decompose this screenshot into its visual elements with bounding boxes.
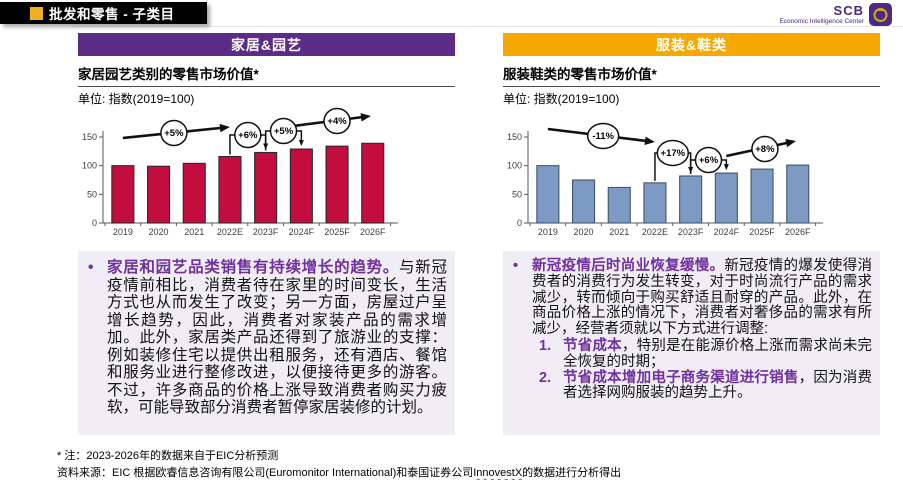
source-line: 资料来源：EIC 根据欧睿信息咨询有限公司(Euromonitor Intern… [57, 464, 621, 480]
svg-text:+17%: +17% [661, 148, 686, 159]
bullet-dot-icon: • [88, 259, 94, 276]
svg-text:2019: 2019 [113, 227, 133, 237]
list-item-text: 节省成本增加电子商务渠道进行销售，因为消费者选择网购服装的趋势上升。 [563, 369, 873, 403]
list-item: 1. 节省成本，特别是在能源价格上涨而需求尚未完全恢复的时期； [539, 337, 873, 371]
bullet-dot-icon: • [513, 258, 519, 274]
list-item-lead: 节省成本 [563, 337, 622, 354]
apparel-chart-title: 服装鞋类的零售市场价值* [503, 63, 880, 87]
source-prefix: 资料来源：EIC 根据欧睿信息咨询有限公司(Euromonitor Intern… [57, 467, 474, 479]
svg-text:+5%: +5% [274, 126, 294, 137]
list-item: 2. 节省成本增加电子商务渠道进行销售，因为消费者选择网购服装的趋势上升。 [539, 369, 873, 403]
svg-text:150: 150 [82, 132, 97, 142]
list-item-rest: ，特别是在能源价格上涨而需求尚未完全恢复的时期； [563, 337, 873, 370]
svg-text:2020: 2020 [149, 227, 169, 237]
svg-text:+6%: +6% [238, 130, 258, 141]
panel-header-apparel: 服装&鞋类 [503, 33, 880, 56]
apparel-retail-index-chart: 0 50 100 150 2019 2020 2021 2022E 2023F 2024F 2025… [507, 122, 823, 237]
apparel-unit-label: 单位: 指数(2019=100) [503, 92, 620, 106]
apparel-bullet-body: 新冠疫情的爆发使得消费者的消费行为发生转变，对于时尚流行产品的需求减少，转而倾向… [532, 258, 873, 338]
svg-text:2025F: 2025F [324, 227, 350, 237]
apparel-bullet-text: 新冠疫情后时尚业恢复缓慢。新冠疫情的爆发使得消费者的消费行为发生转变，对于时尚流… [532, 258, 873, 338]
logo-scb-text: SCB [833, 2, 864, 18]
apparel-commentary-box: • 新冠疫情后时尚业恢复缓慢。新冠疫情的爆发使得消费者的消费行为发生转变，对于时… [503, 251, 880, 435]
footnote: * 注：2023-2026年的数据来自于EIC分析预测 [57, 450, 279, 462]
svg-text:2022E: 2022E [217, 227, 243, 237]
list-item-number: 2. [539, 369, 552, 386]
adjustment-list: 1. 节省成本，特别是在能源价格上涨而需求尚未完全恢复的时期； 2. 节省成本增… [539, 337, 873, 403]
svg-text:2025F: 2025F [749, 227, 775, 237]
scb-logo-icon [869, 3, 892, 26]
svg-text:+6%: +6% [699, 155, 719, 166]
svg-text:0: 0 [517, 218, 522, 228]
home-chart-title: 家居园艺类别的零售市场价值* [78, 63, 455, 87]
list-item-lead: 节省成本增加电子商务渠道进行销售 [563, 369, 799, 386]
logo-subtitle: Economic Intelligence Center [779, 17, 864, 25]
svg-text:50: 50 [87, 189, 97, 199]
apparel-bullet: • 新冠疫情后时尚业恢复缓慢。新冠疫情的爆发使得消费者的消费行为发生转变，对于时… [510, 258, 873, 338]
list-item-rest: ，因为消费者选择网购服装的趋势上升。 [563, 369, 873, 402]
svg-text:0: 0 [92, 218, 97, 228]
svg-text:2023F: 2023F [678, 227, 704, 237]
home-bullet-body: 与新冠疫情前相比，消费者待在家里的时间变长，生活方式也从而发生了改变；另一方面，… [107, 259, 447, 416]
svg-text:2022E: 2022E [642, 227, 668, 237]
home-bullet: • 家居和园艺品类销售有持续增长的趋势。与新冠疫情前相比，消费者待在家里的时间变… [85, 259, 447, 417]
source-company-name: InnovestX [473, 467, 523, 479]
svg-text:+5%: +5% [164, 128, 184, 139]
svg-text:150: 150 [507, 132, 522, 142]
svg-text:2024F: 2024F [289, 227, 315, 237]
source-suffix: 的数据进行分析得出 [522, 467, 622, 479]
list-item-number: 1. [539, 337, 552, 354]
section-title-bar: 批发和零售 - 子类目 [0, 2, 207, 24]
svg-text:2021: 2021 [609, 227, 629, 237]
svg-text:2024F: 2024F [714, 227, 740, 237]
svg-text:-11%: -11% [592, 131, 614, 142]
home-unit-label: 单位: 指数(2019=100) [78, 92, 195, 106]
home-bullet-text: 家居和园艺品类销售有持续增长的趋势。与新冠疫情前相比，消费者待在家里的时间变长，… [107, 259, 447, 417]
svg-text:100: 100 [82, 161, 97, 171]
svg-text:2026F: 2026F [360, 227, 386, 237]
svg-text:2021: 2021 [184, 227, 204, 237]
home-garden-retail-index-chart: 0 50 100 150 2019 2020 2021 2022E 2023F 2024F 2025… [82, 107, 398, 237]
home-commentary-box: • 家居和园艺品类销售有持续增长的趋势。与新冠疫情前相比，消费者待在家里的时间变… [78, 251, 455, 435]
svg-text:2026F: 2026F [785, 227, 811, 237]
svg-text:2023F: 2023F [253, 227, 279, 237]
svg-text:50: 50 [512, 189, 522, 199]
panel-apparel-footwear: 服装&鞋类 服装鞋类的零售市场价值* 单位: 指数(2019=100) 0 50 1… [503, 33, 880, 435]
panel-header-home-garden: 家居&园艺 [78, 33, 455, 56]
svg-text:+8%: +8% [755, 144, 775, 155]
svg-text:100: 100 [507, 161, 522, 171]
apparel-bullet-lead: 新冠疫情后时尚业恢复缓慢。 [532, 258, 725, 274]
gold-accent-square [30, 6, 43, 20]
panel-home-garden: 家居&园艺 家居园艺类别的零售市场价值* 单位: 指数(2019=100) 0 5… [78, 33, 455, 435]
svg-text:2019: 2019 [538, 227, 558, 237]
svg-text:+4%: +4% [327, 116, 347, 127]
home-bullet-lead: 家居和园艺品类销售有持续增长的趋势。 [107, 259, 400, 276]
logo-text: SCB Economic Intelligence Center [779, 4, 864, 26]
top-divider [72, 26, 903, 27]
scb-eic-logo: SCB Economic Intelligence Center [779, 3, 892, 26]
svg-text:2020: 2020 [574, 227, 594, 237]
page-title: 批发和零售 - 子类目 [49, 7, 175, 22]
list-item-text: 节省成本，特别是在能源价格上涨而需求尚未完全恢复的时期； [563, 337, 873, 371]
